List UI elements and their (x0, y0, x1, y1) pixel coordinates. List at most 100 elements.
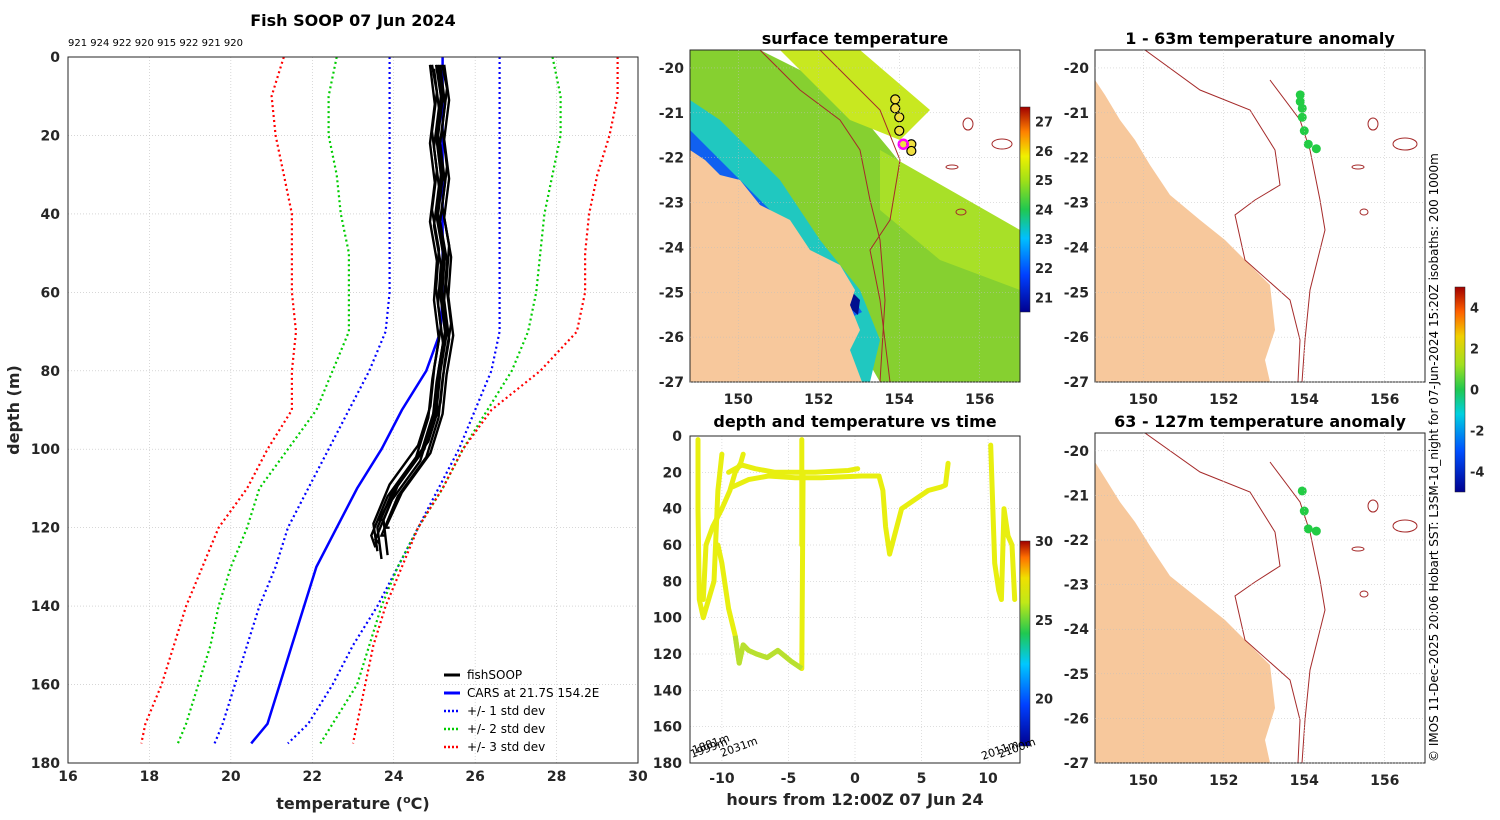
time-cbar-tick-25: 25 (1035, 614, 1053, 629)
profile-ytick-0: 0 (50, 50, 60, 66)
sst-ytick--22: -22 (659, 151, 684, 167)
time-ytick-180: 180 (653, 756, 682, 772)
sst-ytick--21: -21 (659, 106, 684, 122)
time-ytick-80: 80 (663, 574, 683, 590)
sst-stations (890, 94, 917, 157)
profile-ticks: 16 18 20 22 24 26 28 30 0 20 40 60 80 100 120 140 160 180 (31, 50, 648, 785)
profile-series-4 (176, 56, 350, 744)
anom-cbar-tick--4: -4 (1470, 466, 1484, 481)
time-grid (690, 436, 1020, 763)
anom-cbar-tick-0: 0 (1470, 384, 1479, 399)
time-xtick-10: 10 (978, 771, 998, 787)
profile-fishsoop-cast-6 (377, 64, 449, 521)
time-colorbar-ticks: 30 25 20 (1035, 535, 1053, 708)
anom-cbar-tick-2: 2 (1470, 343, 1479, 358)
anom2-isobath-1000 (1269, 461, 1326, 763)
sst-field-east (880, 150, 1020, 290)
anom1-reef-1 (1367, 117, 1379, 131)
profile-ytick-40: 40 (41, 207, 61, 223)
time-xlabel: hours from 12:00Z 07 Jun 24 (726, 790, 983, 809)
anom1-point-3 (1297, 112, 1307, 122)
anom2-xtick-150: 150 (1129, 773, 1158, 789)
anom1-reef-2 (1392, 137, 1418, 151)
anom-cbar-tick-4: 4 (1470, 302, 1479, 317)
time-lines (695, 437, 1018, 671)
time-track-6 (988, 442, 1018, 602)
time-xtick--10: -10 (709, 771, 735, 787)
anom1-point-6 (1311, 144, 1321, 154)
sst-colorbar (1019, 106, 1031, 313)
sst-xtick-154: 154 (885, 392, 914, 408)
time-colorbar (1019, 540, 1031, 747)
sst-cbar-tick-22: 22 (1035, 262, 1053, 277)
anom1-xtick-154: 154 (1290, 392, 1319, 408)
profile-xtick-18: 18 (140, 769, 159, 785)
time-track-3 (726, 462, 861, 475)
anom2-ytick--22: -22 (1064, 533, 1089, 549)
credit-text: © IMOS 11-Dec-2025 20:06 Hobart SST: L3S… (1427, 153, 1441, 762)
anom1-ytick--24: -24 (1064, 240, 1090, 256)
time-cbar-tick-20: 20 (1035, 693, 1053, 708)
anomaly-colorbar (1454, 286, 1466, 493)
anom1-ticks: 150 152 154 156 -20 -21 -22 -23 -24 -25 -26 -27 (1064, 50, 1425, 408)
sst-station-0 (890, 94, 901, 105)
profile-fishsoop-cast-7 (370, 64, 441, 548)
profile-series-3 (319, 56, 562, 744)
profile-ytick-140: 140 (31, 599, 60, 615)
legend-label-std2: +/- 2 std dev (467, 722, 545, 736)
sst-station-2 (894, 112, 905, 123)
sst-ytick--26: -26 (659, 330, 684, 346)
sst-isobath-200 (759, 50, 886, 382)
anom2-land (1095, 462, 1275, 763)
anom2-ticks: 150 152 154 156 -20 -21 -22 -23 -24 -25 -26 -27 (1064, 433, 1425, 789)
anom-cbar-tick--2: -2 (1470, 425, 1484, 440)
sst-ytick--24: -24 (659, 240, 685, 256)
sst-reef-2 (991, 138, 1013, 150)
profile-xtick-20: 20 (221, 769, 241, 785)
time-ytick-40: 40 (663, 502, 683, 518)
anom2-reef-3 (1351, 546, 1365, 552)
sst-field-warm (780, 50, 930, 140)
anom2-ytick--25: -25 (1064, 667, 1089, 683)
anom2-reef-4 (1359, 590, 1369, 598)
anom2-ytick--24: -24 (1064, 622, 1090, 638)
anom1-point-0 (1295, 90, 1305, 100)
profile-grid (68, 57, 638, 763)
anom2-xtick-154: 154 (1290, 773, 1319, 789)
anom1-title: 1 - 63m temperature anomaly (1125, 29, 1395, 48)
anom1-ytick--22: -22 (1064, 151, 1089, 167)
sst-colorbar-ticks: 27 26 25 24 23 22 21 (1035, 116, 1053, 307)
legend-label-std1: +/- 1 std dev (467, 704, 545, 718)
profile-ylabel: depth (m) (4, 365, 23, 455)
anom1-point-5 (1303, 139, 1313, 149)
sst-ytick--25: -25 (659, 285, 684, 301)
time-ytick-20: 20 (663, 465, 683, 481)
profile-xlabel: temperature (oC) (276, 793, 429, 813)
sst-ytick--20: -20 (659, 61, 685, 77)
anom1-xtick-156: 156 (1370, 392, 1399, 408)
anom2-ytick--20: -20 (1064, 444, 1090, 460)
time-xtick-0: 0 (850, 771, 860, 787)
profile-series-5 (351, 57, 619, 744)
sst-title: surface temperature (762, 29, 949, 48)
anom2-xtick-156: 156 (1370, 773, 1399, 789)
anom2-map (1095, 433, 1425, 763)
anom1-reef-3 (1351, 164, 1365, 170)
sst-cbar-tick-24: 24 (1035, 204, 1053, 219)
sst-reef-3 (945, 164, 959, 170)
profile-series-6 (140, 56, 298, 744)
profile-xtick-26: 26 (465, 769, 484, 785)
time-ytick-120: 120 (653, 647, 682, 663)
profile-series-2 (213, 57, 391, 744)
anom2-ytick--27: -27 (1064, 756, 1089, 772)
anom1-land (1095, 80, 1275, 382)
profile-fishsoop-cast-4 (373, 68, 445, 545)
anom2-ytick--23: -23 (1064, 578, 1089, 594)
bottom-label-5: 2100m (997, 735, 1038, 760)
anom1-point-2 (1297, 103, 1307, 113)
anom1-point-4 (1299, 126, 1309, 136)
time-xtick--5: -5 (781, 771, 797, 787)
sst-ytick--23: -23 (659, 196, 684, 212)
